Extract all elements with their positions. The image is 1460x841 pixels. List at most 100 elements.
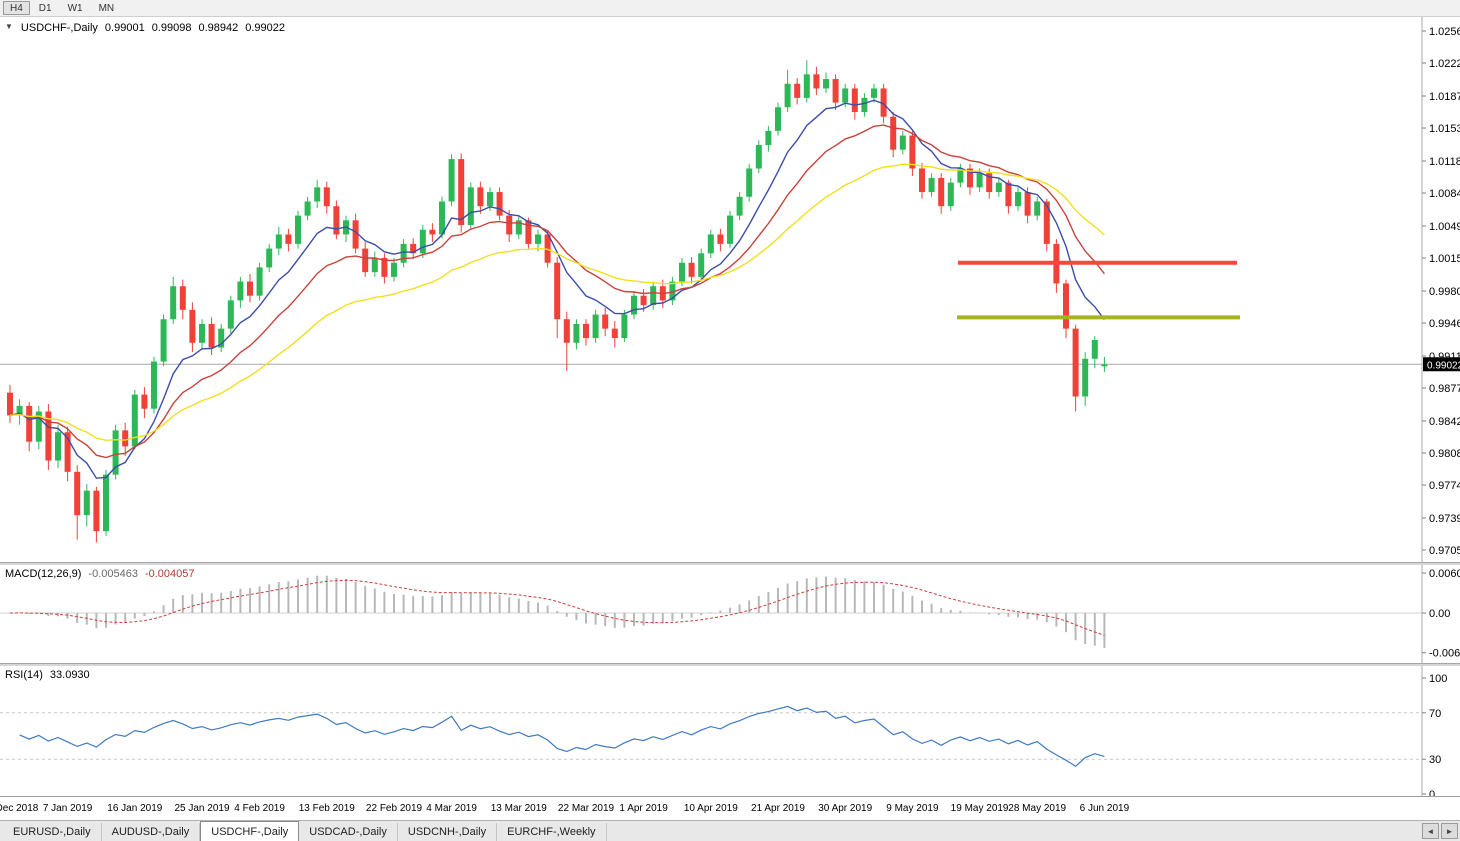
candle-body (93, 490, 100, 532)
tab-eurchf-weekly[interactable]: EURCHF-,Weekly (497, 823, 607, 841)
candle (909, 130, 916, 177)
window-separator[interactable] (0, 663, 1460, 666)
tab-usdcad-daily[interactable]: USDCAD-,Daily (299, 823, 398, 841)
candle-body (957, 168, 964, 183)
candle-body (467, 187, 474, 226)
candle (323, 181, 330, 214)
candle (237, 276, 244, 308)
date-axis-label: 7 Jan 2019 (42, 803, 93, 814)
candle (928, 173, 935, 197)
candle (314, 179, 321, 209)
candle (1101, 356, 1108, 372)
candle-body (755, 144, 762, 169)
candle (650, 281, 657, 310)
timeframe-button-w1[interactable]: W1 (67, 3, 83, 14)
candle-body (573, 323, 580, 343)
candle-body (247, 281, 253, 296)
macd-signal-line (9, 579, 1105, 636)
candle-body (611, 328, 618, 339)
rsi-indicator-window[interactable]: 100 70 30 0 (0, 666, 1460, 796)
candle (573, 319, 580, 350)
tab-audusd-daily[interactable]: AUDUSD-,Daily (102, 823, 201, 841)
candle-body (765, 130, 772, 145)
candle-body (237, 281, 244, 301)
candle-body (141, 394, 148, 409)
candle (16, 399, 23, 425)
candle (775, 102, 781, 136)
main-price-chart[interactable]: 1.02560 1.02220 1.01870 1.01530 1.01180 1.008… (0, 17, 1460, 562)
date-axis-label: 13 Mar 2019 (490, 803, 547, 814)
candle-body (592, 314, 599, 339)
candle (1091, 336, 1098, 369)
timeframe-button-h4[interactable]: H4 (3, 1, 30, 15)
candle (765, 126, 772, 152)
candle (93, 486, 100, 543)
candle-body (16, 405, 23, 416)
candle-body (861, 97, 868, 113)
macd-axis-label: 0.006054 (1429, 568, 1460, 580)
candle-body (371, 258, 378, 273)
candle (275, 226, 282, 256)
candle-body (1091, 339, 1098, 359)
candle (352, 213, 359, 254)
candle (794, 78, 801, 105)
candle-body (1015, 192, 1021, 207)
candle-body (583, 323, 589, 339)
candle (698, 248, 705, 282)
candle (208, 317, 215, 356)
price-axis-label: 1.01870 (1429, 91, 1460, 103)
candle (1053, 239, 1060, 293)
date-axis-label: 16 Jan 2019 (107, 803, 163, 814)
candle (141, 387, 148, 419)
tab-usdchf-daily[interactable]: USDCHF-,Daily (200, 821, 300, 841)
candle (410, 238, 417, 259)
timeframe-toolbar: H4 D1 W1 MN (0, 0, 1460, 17)
candle-body (74, 471, 81, 516)
candle-body (784, 83, 791, 108)
candle-body (851, 88, 858, 113)
candle-body (688, 262, 695, 277)
candle (1015, 187, 1021, 211)
candle-body (727, 215, 733, 244)
candle-body (1101, 364, 1108, 367)
candle (919, 162, 925, 199)
macd-histogram (18, 575, 1106, 648)
timeframe-button-mn[interactable]: MN (98, 3, 115, 14)
candle-body (131, 394, 138, 447)
candle-body (112, 430, 119, 475)
candle (55, 424, 61, 469)
candle-body (640, 295, 647, 306)
candle (371, 251, 378, 277)
candle (467, 182, 474, 230)
date-axis-label: 9 May 2019 (886, 803, 939, 814)
candle-body (650, 286, 657, 306)
tab-usdcnh-daily[interactable]: USDCNH-,Daily (398, 823, 498, 841)
candle (458, 153, 465, 233)
candle-body (496, 192, 503, 216)
window-separator[interactable] (0, 562, 1460, 565)
tabs-scroll-left-button[interactable]: ◄ (1422, 823, 1439, 839)
candle-body (679, 262, 685, 282)
candle-body (429, 229, 436, 235)
candle (899, 130, 906, 155)
candle-body (314, 187, 321, 202)
date-axis-label: 21 Apr 2019 (751, 803, 805, 814)
tabs-scroll-right-button[interactable]: ► (1441, 823, 1458, 839)
candle (736, 192, 743, 221)
candle (986, 168, 993, 199)
tab-eurusd-daily[interactable]: EURUSD-,Daily (3, 823, 102, 841)
candle-body (544, 234, 551, 263)
rsi-axis-label: 100 (1429, 673, 1447, 685)
price-axis-labels[interactable]: 1.02560 1.02220 1.01870 1.01530 1.01180 1.008… (1422, 26, 1460, 557)
timeframe-button-d1[interactable]: D1 (38, 3, 52, 14)
candle-body (333, 206, 340, 235)
candle (995, 177, 1002, 197)
candle (35, 405, 42, 450)
candle (515, 215, 522, 240)
candle (477, 181, 484, 214)
candle-body (391, 262, 397, 277)
macd-indicator-window[interactable]: 0.006054 0.00 -0.006011 (0, 565, 1460, 663)
